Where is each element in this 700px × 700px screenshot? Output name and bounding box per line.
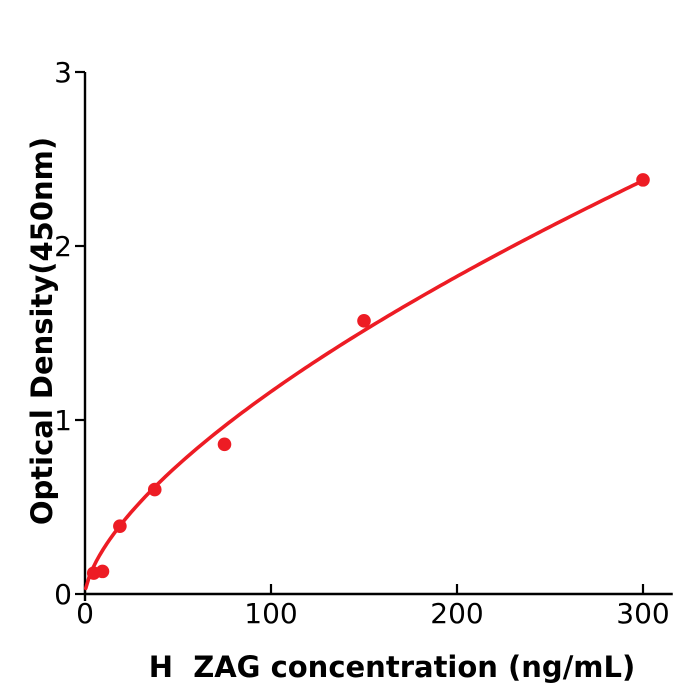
- x-axis-label: H ZAG concentration (ng/mL): [149, 650, 636, 684]
- series: [83, 173, 650, 591]
- data-point: [113, 519, 127, 533]
- data-point: [147, 482, 162, 497]
- data-point: [95, 564, 110, 579]
- y-axis-label: Optical Density(450nm): [25, 137, 59, 525]
- data-point: [217, 437, 232, 452]
- axes: 0 100 200 300 0 1 2 3: [54, 56, 673, 630]
- x-tick-label: 200: [430, 597, 483, 630]
- y-tick-label: 3: [54, 56, 72, 89]
- data-point: [357, 314, 371, 328]
- fit-curve-line: [83, 178, 645, 591]
- y-tick-label: 0: [54, 578, 72, 611]
- axis-spines: [83, 72, 673, 596]
- y-tick-label: 1: [54, 404, 72, 437]
- x-tick-label: 0: [76, 597, 94, 630]
- x-tick-label: 300: [616, 597, 669, 630]
- data-point: [636, 173, 650, 187]
- x-tick-label: 100: [244, 597, 297, 630]
- y-tick-label: 2: [54, 230, 72, 263]
